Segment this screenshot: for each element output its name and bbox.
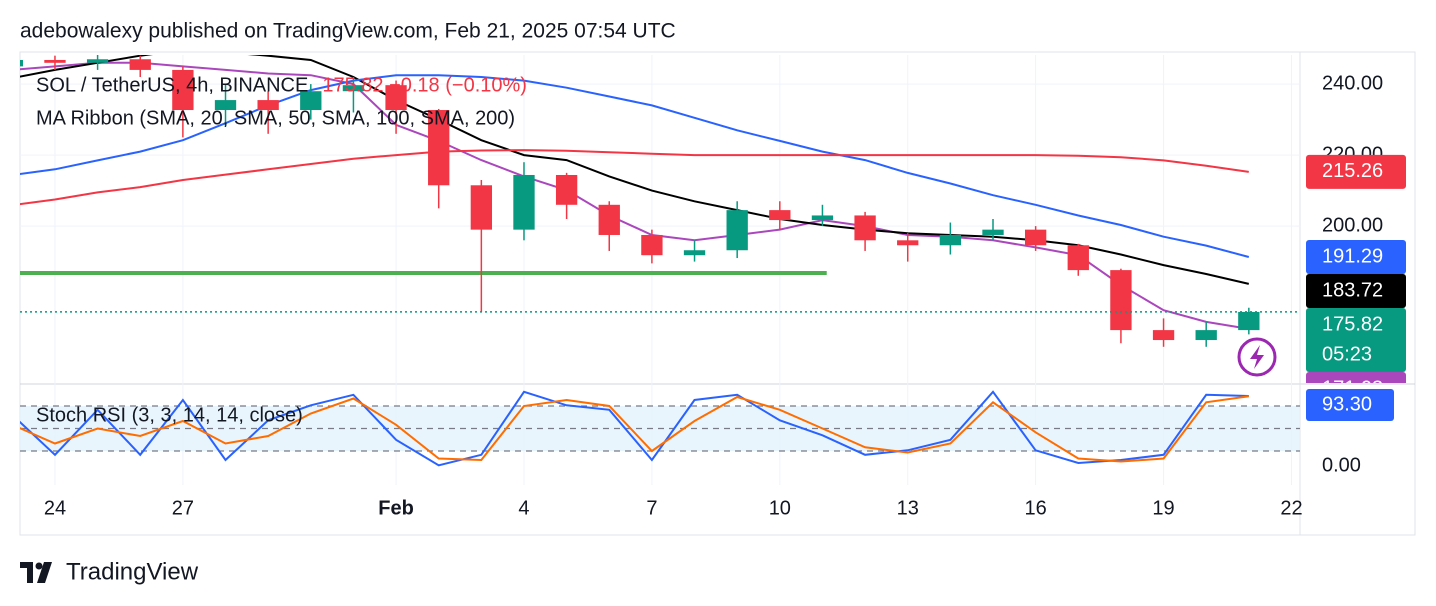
- lightning-icon[interactable]: [1237, 337, 1277, 377]
- candle-body: [470, 185, 493, 230]
- candle-body: [44, 59, 66, 63]
- y-tick-label: 240.00: [1322, 72, 1383, 94]
- symbol-title: SOL / TetherUS, 4h, BINANCE: [36, 74, 308, 96]
- price-label-text: 183.72: [1322, 279, 1383, 301]
- y-tick-label: 200.00: [1322, 214, 1383, 236]
- axis-labels: 24 27 Feb 4 7 10 13 16 19 22200.00220.00240.000.0…: [44, 72, 1383, 519]
- x-tick-label: 13: [897, 497, 919, 519]
- published-note: adebowalexy published on TradingView.com…: [20, 20, 676, 43]
- price-label-text: 171.03: [1322, 377, 1383, 399]
- price-label-box: [1306, 308, 1406, 373]
- candle-body: [1238, 311, 1260, 331]
- candle-body: [1195, 330, 1217, 341]
- candle-body: [1110, 270, 1132, 331]
- candle-body: [854, 215, 876, 241]
- candle-body: [129, 59, 151, 70]
- indicator-title: MA Ribbon (SMA, 20, SMA, 50, SMA, 100, S…: [36, 107, 515, 129]
- candle-body: [385, 85, 407, 111]
- candle-body: [20, 59, 23, 67]
- candle-body: [342, 85, 365, 92]
- candle-body: [1067, 245, 1089, 271]
- stoch-line: [20, 395, 1249, 463]
- candle-body: [939, 234, 962, 246]
- x-tick-label: 7: [646, 497, 657, 519]
- chart-frame: [19, 51, 1416, 536]
- candle-body: [811, 215, 834, 221]
- stoch-label-boxes: 93.30: [1306, 389, 1394, 421]
- candle-body: [598, 204, 620, 235]
- candle-body: [555, 174, 578, 205]
- x-tick-label: 27: [172, 497, 194, 519]
- x-tick-label: 10: [769, 497, 791, 519]
- footer-brand: TradingView: [66, 558, 199, 585]
- candle-body: [1024, 229, 1047, 246]
- candle-body: [726, 210, 748, 251]
- moving-average-line: [20, 149, 1249, 206]
- price-label-box: [1306, 372, 1406, 383]
- price-label-box: [1306, 240, 1406, 275]
- stoch-title: Stoch RSI (3, 3, 14, 14, close): [36, 404, 303, 426]
- price-label-text: 175.82: [1322, 313, 1383, 335]
- x-tick-label: 24: [44, 497, 66, 519]
- moving-average-line: [20, 74, 1250, 258]
- stoch-line: [20, 390, 1249, 467]
- x-tick-label: 4: [518, 497, 529, 519]
- candle-body: [897, 240, 919, 246]
- price-label-boxes: 215.26 191.29 183.72 175.82 05:23 171.03: [1306, 154, 1406, 399]
- candle-body: [982, 229, 1004, 235]
- candle-body: [1152, 330, 1175, 341]
- price-label-text: 05:23: [1322, 343, 1372, 365]
- stoch-label-box: [1306, 389, 1394, 421]
- price-label-text: 215.26: [1322, 160, 1383, 182]
- price-pane: [20, 55, 1300, 347]
- stoch-pane: [20, 390, 1249, 467]
- stoch-tick-label: 0.00: [1322, 454, 1361, 476]
- x-tick-label: 19: [1152, 497, 1174, 519]
- candle-body: [641, 234, 663, 256]
- stoch-background: [20, 405, 1300, 452]
- candle-body: [86, 59, 109, 63]
- price-label-text: 191.29: [1322, 245, 1383, 267]
- candle-body: [428, 110, 450, 186]
- x-tick-label: 22: [1280, 497, 1302, 519]
- candle-body: [683, 250, 706, 256]
- candle-body: [172, 69, 194, 111]
- stoch-label-text: 93.30: [1322, 393, 1372, 415]
- candle-body: [769, 210, 791, 221]
- x-tick-label: 16: [1025, 497, 1047, 519]
- candle-body: [300, 91, 322, 111]
- price-label-box: [1306, 274, 1406, 309]
- moving-average-line: [20, 61, 1249, 330]
- price-change: 175.82 −0.18 (−0.10%): [322, 74, 527, 96]
- candle-body: [513, 174, 535, 230]
- candle-body: [214, 100, 237, 111]
- x-tick-label: Feb: [378, 497, 414, 519]
- candle-body: [257, 100, 279, 111]
- tradingview-logo: [20, 562, 52, 583]
- price-label-box: [1306, 154, 1406, 189]
